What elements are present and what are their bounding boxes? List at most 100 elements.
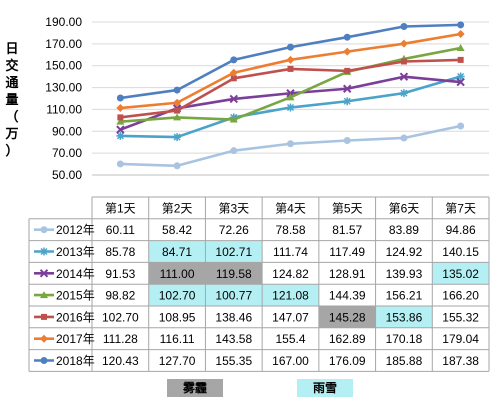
- table-cell: 155.32: [442, 310, 479, 324]
- data-point: [230, 56, 238, 64]
- legend-fog: 雾霾: [167, 379, 223, 397]
- data-point: [286, 55, 295, 64]
- y-tick-label: 70.00: [52, 146, 82, 160]
- table-cell: 155.35: [215, 354, 252, 368]
- highlight-snow: [148, 284, 206, 306]
- data-point: [343, 33, 351, 41]
- highlight-snow: [375, 306, 433, 328]
- table-cell: 81.57: [332, 223, 362, 237]
- x-tick-label: 第4天: [275, 201, 306, 215]
- table-cell: 111.74: [273, 245, 308, 259]
- data-point: [400, 58, 407, 65]
- table-cell: 166.20: [442, 289, 479, 303]
- table-cell: 58.42: [162, 223, 192, 237]
- data-point: [116, 104, 125, 113]
- table-cell: 144.39: [329, 289, 366, 303]
- highlight-fog: [205, 262, 263, 285]
- table-cell: 83.89: [389, 223, 419, 237]
- y-tick-label: 90.00: [52, 124, 82, 138]
- table-cell: 108.95: [159, 310, 196, 324]
- table-cell: 153.86: [386, 310, 423, 324]
- table-cell: 127.70: [159, 354, 196, 368]
- series-2012年: [116, 122, 465, 170]
- data-point: [287, 65, 294, 72]
- table-cell: 94.86: [446, 223, 476, 237]
- table-cell: 100.77: [215, 289, 252, 303]
- table-cell: 102.70: [159, 289, 196, 303]
- x-tick-label: 第2天: [162, 201, 193, 215]
- table-cell: 145.28: [329, 310, 366, 324]
- table-cell: 116.11: [160, 332, 195, 346]
- legend-entry: 2014年: [34, 267, 95, 281]
- data-point: [174, 107, 181, 114]
- data-point: [343, 97, 352, 106]
- data-point: [399, 89, 408, 98]
- data-point: [117, 114, 124, 121]
- legend-entry: 2017年: [34, 332, 95, 346]
- table-cell: 138.46: [215, 310, 252, 324]
- table-cell: 102.71: [215, 245, 252, 259]
- legend-entry: 2013年: [34, 245, 95, 259]
- legend-label: 2015年: [56, 289, 95, 303]
- series-2013年: [116, 72, 465, 142]
- table-cell: 179.04: [442, 332, 479, 346]
- table-cell: 60.11: [106, 223, 135, 237]
- data-point: [173, 113, 182, 121]
- data-point: [230, 75, 237, 82]
- table-cell: 84.71: [162, 245, 192, 259]
- data-point: [173, 133, 182, 142]
- data-point: [173, 98, 182, 107]
- data-point: [287, 43, 294, 51]
- table-cell: 120.43: [102, 354, 139, 368]
- data-point: [116, 125, 125, 134]
- data-point: [116, 131, 125, 140]
- table-cell: 117.49: [329, 245, 365, 259]
- legend-entry: 2018年: [34, 354, 95, 368]
- table-cell: 139.93: [386, 267, 423, 281]
- data-point: [286, 103, 295, 112]
- x-tick-label: 第3天: [218, 201, 249, 215]
- legend-label: 2013年: [56, 245, 95, 259]
- y-tick-label: 150.00: [45, 59, 82, 73]
- highlight-snow: [205, 284, 263, 306]
- table-cell: 167.00: [272, 354, 309, 368]
- data-point: [229, 68, 238, 77]
- data-point: [40, 226, 48, 234]
- data-point: [116, 160, 124, 168]
- data-point: [343, 136, 351, 144]
- y-tick-label: 170.00: [45, 37, 82, 51]
- data-point: [229, 115, 238, 123]
- table-cell: 124.92: [386, 245, 423, 259]
- x-tick-label: 第7天: [445, 201, 476, 215]
- table-cell: 91.53: [105, 267, 135, 281]
- data-point: [40, 291, 48, 299]
- x-tick-label: 第6天: [389, 201, 420, 215]
- table-cell: 98.82: [105, 289, 135, 303]
- table-cell: 72.26: [219, 223, 249, 237]
- table-cell: 121.08: [272, 289, 309, 303]
- table-cell: 156.21: [386, 289, 423, 303]
- data-point: [343, 84, 352, 93]
- data-point: [456, 44, 465, 52]
- data-point: [40, 247, 48, 256]
- legend-entry: 2016年: [34, 310, 95, 324]
- legend-label: 2014年: [56, 267, 95, 281]
- y-tick-label: 110.00: [46, 102, 82, 116]
- table-cell: 128.91: [329, 267, 366, 281]
- highlight-snow: [262, 284, 319, 306]
- data-point: [116, 94, 124, 102]
- legend-snow: 雨雪: [297, 379, 353, 397]
- legend-label: 2017年: [56, 332, 95, 346]
- y-tick-label: 50.00: [52, 168, 82, 182]
- legend-label: 2018年: [56, 354, 95, 368]
- y-tick-label: 130.00: [45, 81, 82, 95]
- highlight-fog: [318, 306, 376, 328]
- table-cell: 162.89: [329, 332, 366, 346]
- data-point: [456, 29, 465, 38]
- table-cell: 143.58: [215, 332, 252, 346]
- table-cell: 111.28: [103, 332, 138, 346]
- data-point: [344, 67, 351, 74]
- data-point: [40, 334, 48, 343]
- legend-label: 2016年: [56, 310, 95, 324]
